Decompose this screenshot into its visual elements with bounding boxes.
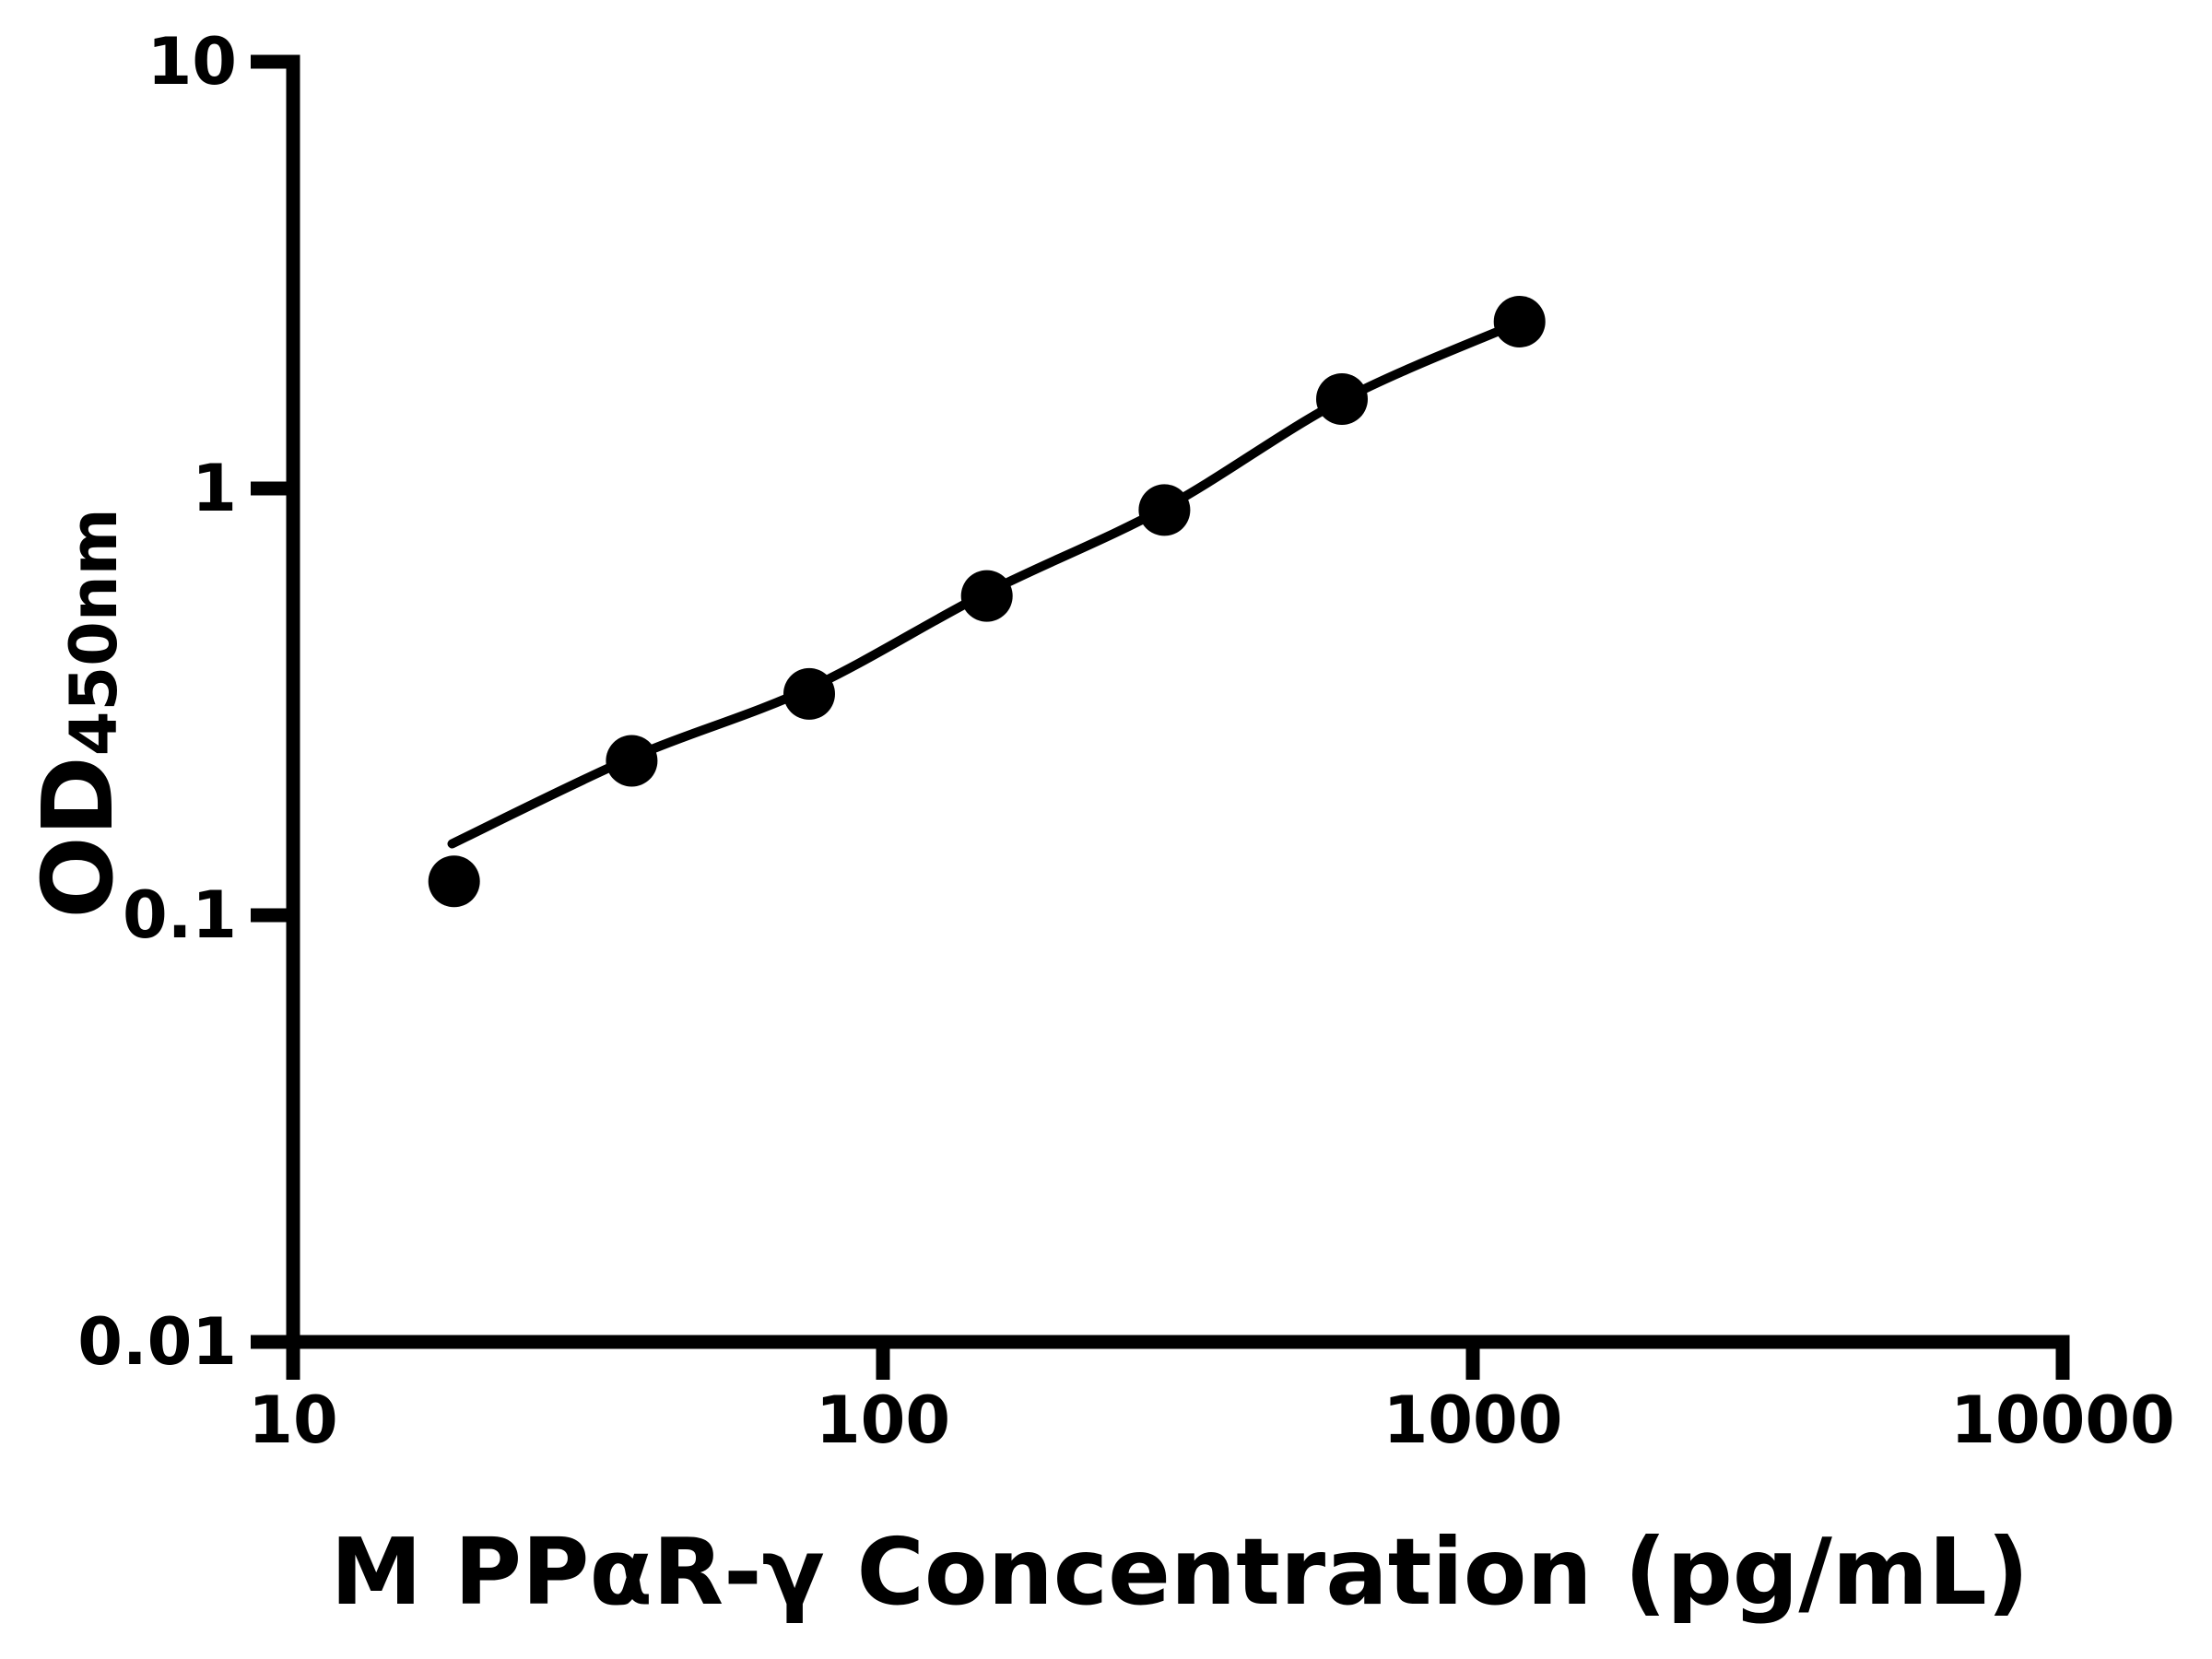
x-tick-label: 10000 — [1950, 1382, 2175, 1458]
x-axis-tick-labels: 10 100 1000 10000 — [248, 1382, 2174, 1458]
y-axis-ticks — [251, 54, 293, 1349]
y-axis-tick-labels: 10 1 0.1 0.01 — [77, 24, 237, 1380]
x-tick-label: 10 — [248, 1382, 337, 1458]
data-point — [606, 735, 658, 787]
x-tick-label: 100 — [816, 1382, 950, 1458]
y-tick-label: 0.01 — [77, 1304, 237, 1380]
y-tick-label: 10 — [147, 24, 237, 100]
y-tick-label: 1 — [192, 451, 237, 526]
data-points — [428, 296, 1546, 908]
data-point — [783, 667, 835, 720]
data-point — [428, 855, 480, 908]
y-axis-title-sub: 450nm — [56, 508, 132, 756]
y-axis-title: OD450nm — [22, 508, 135, 918]
data-point — [1138, 484, 1191, 536]
data-point — [1493, 296, 1546, 347]
data-point — [1316, 373, 1368, 425]
data-point — [960, 570, 1013, 622]
y-tick-label: 0.1 — [123, 877, 237, 953]
y-axis-title-main: OD — [22, 756, 135, 918]
x-tick-label: 1000 — [1383, 1382, 1563, 1458]
x-axis-title: M PPαR-γ Concentration (pg/mL) — [330, 1518, 2029, 1626]
axes — [251, 54, 2070, 1380]
